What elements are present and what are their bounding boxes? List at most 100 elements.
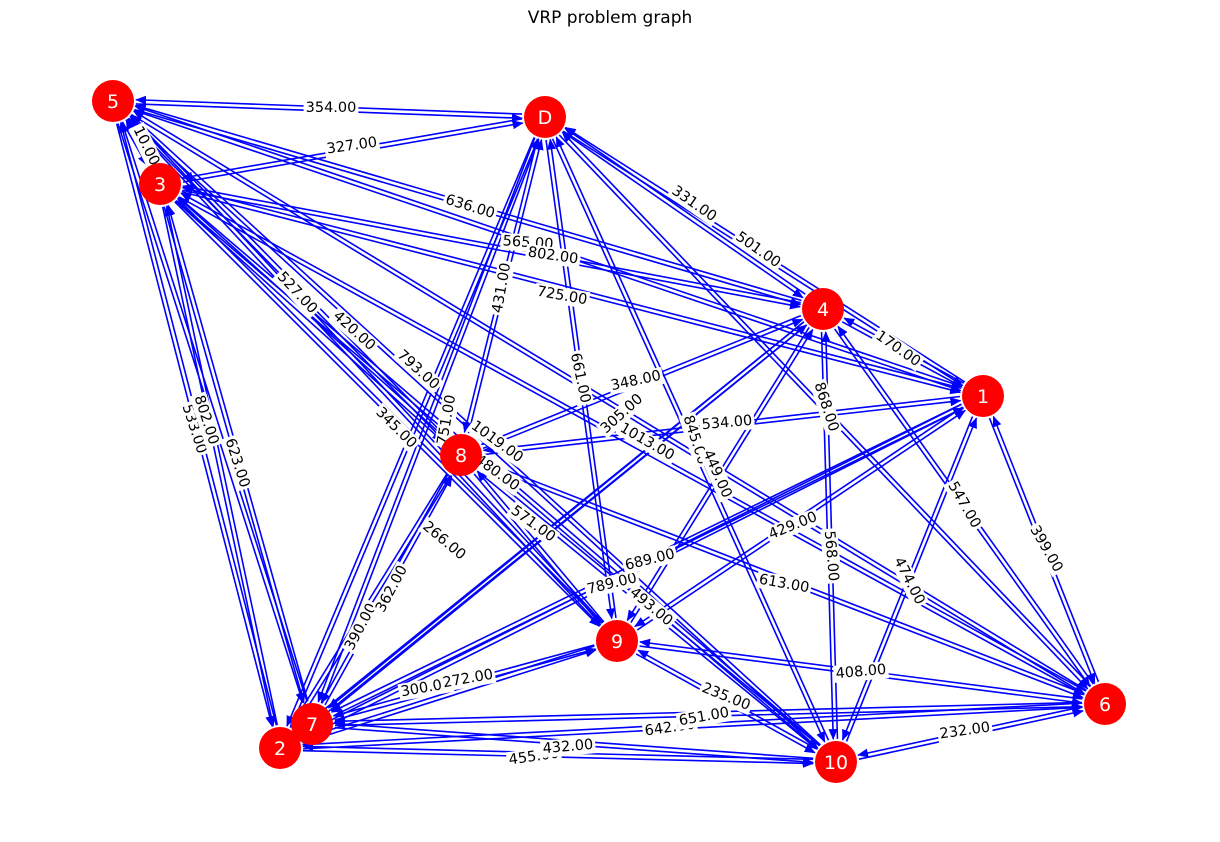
edge-label-bg [755, 570, 813, 598]
edge-label: 432.00 [539, 736, 597, 758]
edge-label-bg [220, 434, 254, 492]
svg-text:568.00: 568.00 [821, 530, 841, 582]
edge-1-3 [181, 185, 962, 390]
edge-5-9 [126, 118, 601, 627]
edge-label-bg [371, 560, 413, 618]
edge-label-bg [469, 450, 525, 496]
edge-label: 568.00 [820, 527, 842, 585]
node-label-D: D [538, 107, 553, 129]
edge-label-bg [505, 501, 561, 547]
node-circle-8 [440, 434, 482, 476]
edge-label-bg [697, 678, 755, 716]
edge-label-bg [303, 99, 359, 117]
svg-text:802.00: 802.00 [527, 245, 579, 268]
svg-text:327.00: 327.00 [326, 135, 378, 158]
svg-text:232.00: 232.00 [939, 720, 991, 743]
edge-label: 399.00 [1024, 521, 1068, 577]
edge-7-4 [330, 324, 808, 712]
edge-label-bg [397, 674, 455, 702]
edge-label-bg [417, 516, 471, 566]
edge-label-bg [433, 391, 461, 449]
svg-text:793.00: 793.00 [394, 347, 442, 393]
figure-title: VRP problem graph [527, 8, 693, 28]
node-circle-2 [259, 727, 301, 769]
svg-text:354.00: 354.00 [306, 100, 357, 116]
edge-label-bg [595, 389, 649, 439]
edge-2-3 [164, 205, 279, 726]
edge-label-bg [621, 545, 679, 575]
edge-label-bg [832, 661, 890, 683]
edge-label-bg [391, 345, 445, 395]
node-label-6: 6 [1099, 694, 1111, 716]
node-label-8: 8 [455, 445, 467, 467]
graph-node-7: 7 [291, 703, 333, 745]
edge-D-4 [562, 131, 804, 299]
svg-text:432.00: 432.00 [542, 737, 594, 757]
node-circle-4 [802, 288, 844, 330]
edge-6-5 [132, 110, 1087, 691]
nodes-layer: D 1 2 3 4 5 6 7 8 9 10 [92, 80, 1126, 783]
edge-9-8 [476, 470, 605, 623]
edge-label-bg [128, 121, 164, 171]
edge-label: 429.00 [764, 507, 822, 545]
svg-text:399.00: 399.00 [1026, 523, 1065, 575]
edge-label: 802.00 [524, 243, 582, 269]
edge-label: 327.00 [323, 133, 381, 159]
svg-text:266.00: 266.00 [419, 519, 468, 564]
node-circle-5 [92, 80, 134, 122]
graph-node-6: 6 [1084, 683, 1126, 725]
svg-text:362.00: 362.00 [373, 563, 411, 615]
edge-label: 408.00 [832, 661, 890, 683]
edge-label-bg [272, 267, 322, 319]
node-label-9: 9 [611, 631, 623, 653]
edge-7-5 [120, 121, 308, 702]
node-label-1: 1 [977, 386, 989, 408]
edge-label-bg [1024, 521, 1068, 577]
graph-node-D: D [524, 96, 566, 138]
edge-label-bg [189, 391, 223, 449]
edge-label-bg [565, 349, 595, 407]
edge-3-4 [182, 189, 801, 310]
edge-label-bg [441, 190, 499, 224]
edge-label-bg [809, 378, 843, 436]
node-label-5: 5 [107, 91, 119, 113]
svg-text:534.00: 534.00 [701, 413, 753, 433]
node-circle-3 [139, 163, 181, 205]
node-circle-7 [291, 703, 333, 745]
svg-text:408.00: 408.00 [835, 662, 887, 682]
edge-label: 474.00 [888, 552, 930, 610]
svg-text:429.00: 429.00 [766, 509, 819, 543]
node-label-2: 2 [274, 738, 286, 760]
edge-label-bg [888, 552, 930, 610]
node-circle-D [524, 96, 566, 138]
edge-label: 689.00 [621, 545, 679, 575]
node-label-3: 3 [154, 174, 166, 196]
node-circle-6 [1084, 683, 1126, 725]
edge-label-bg [583, 569, 641, 599]
edge-label-bg [870, 326, 926, 372]
edge-label-bg [698, 445, 736, 503]
edge-label: 272.00 [439, 665, 497, 693]
edge-label-bg [524, 243, 582, 269]
graph-node-2: 2 [259, 727, 301, 769]
node-circle-9 [596, 620, 638, 662]
edge-label-bg [533, 282, 591, 310]
edge-label-bg [327, 306, 381, 356]
edge-label: 266.00 [417, 516, 471, 566]
edge-label-bg [624, 582, 678, 632]
edge-label: 868.00 [809, 378, 843, 436]
graph-node-4: 4 [802, 288, 844, 330]
svg-text:661.00: 661.00 [567, 352, 593, 405]
edge-label-bg [340, 598, 382, 656]
edge-label-bg [698, 412, 756, 434]
edge-D-7 [317, 137, 536, 703]
edge-5-6 [131, 114, 1086, 695]
graph-node-5: 5 [92, 80, 134, 122]
edge-label: 613.00 [755, 570, 813, 598]
node-label-4: 4 [817, 299, 829, 321]
edge-3-6 [178, 196, 1085, 696]
edge-label-bg [370, 402, 422, 454]
edge-4-D [564, 127, 806, 295]
edge-label-bg [730, 227, 786, 273]
